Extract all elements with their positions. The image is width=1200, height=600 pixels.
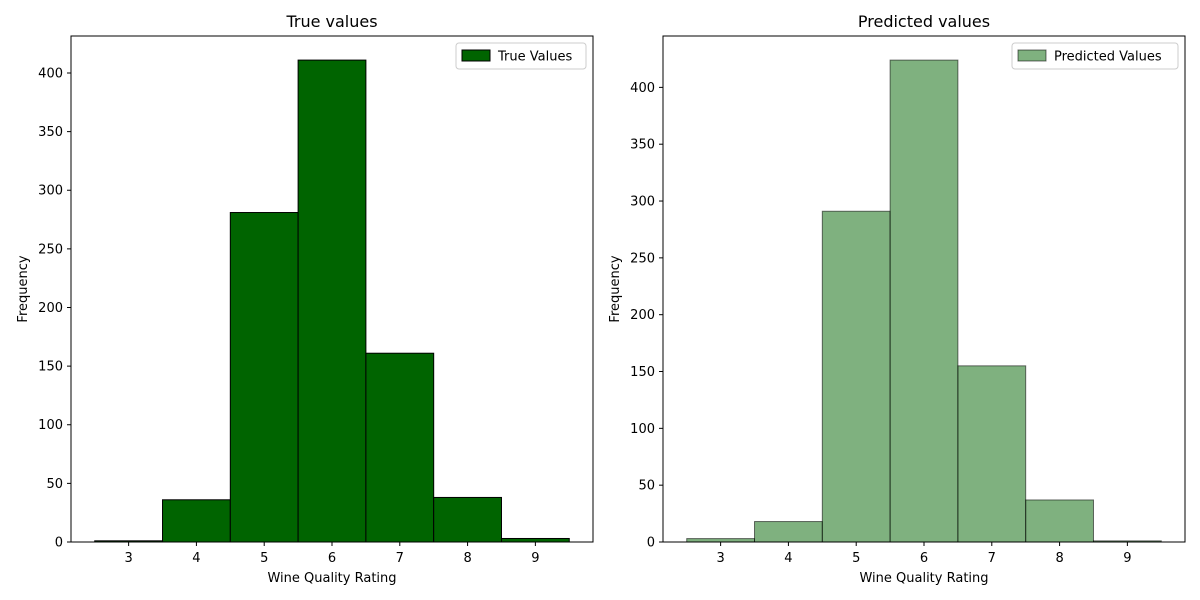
- legend-label: True Values: [497, 50, 572, 65]
- bar-6: [297, 59, 367, 543]
- y-tick-label: 150: [630, 365, 655, 380]
- bars: [94, 59, 570, 543]
- legend-box: [1011, 42, 1179, 70]
- bar-5: [229, 212, 299, 543]
- x-tick-label: 4: [192, 551, 200, 566]
- y-tick-label: 0: [647, 536, 655, 551]
- x-tick-label: 3: [716, 551, 724, 566]
- y-tick-label: 300: [38, 184, 63, 199]
- x-tick-label: 8: [1055, 551, 1063, 566]
- y-tick-label: 350: [38, 125, 63, 140]
- y-tick-label: 250: [630, 251, 655, 266]
- legend-label: Predicted Values: [1054, 50, 1162, 65]
- x-tick-label: 9: [531, 551, 539, 566]
- bar-9: [500, 537, 570, 543]
- y-axis-label: Frequency: [608, 255, 623, 322]
- y-tick-label: 100: [38, 418, 63, 433]
- y-tick-label: 50: [46, 477, 63, 492]
- x-tick-label: 9: [1123, 551, 1131, 566]
- y-tick-label: 300: [630, 195, 655, 210]
- x-tick-label: 5: [260, 551, 268, 566]
- x-tick-label: 7: [396, 551, 404, 566]
- y-axis-label: Frequency: [16, 255, 31, 322]
- true-values-panel: True values Wine Quality Rating Frequenc…: [16, 12, 594, 586]
- y-tick-label: 50: [638, 479, 655, 494]
- x-tick-label: 4: [784, 551, 792, 566]
- legend: True Values: [455, 42, 587, 70]
- bar-6: [889, 59, 959, 543]
- x-axis-label: Wine Quality Rating: [267, 571, 396, 586]
- bar-8: [433, 496, 502, 543]
- y-tick-label: 350: [630, 138, 655, 153]
- x-tick-label: 8: [463, 551, 471, 566]
- y-tick-label: 200: [630, 308, 655, 323]
- bar-4: [162, 499, 231, 543]
- bar-8: [1025, 499, 1094, 543]
- y-tick-label: 400: [630, 81, 655, 96]
- chart-title: Predicted values: [858, 12, 990, 31]
- bar-7: [957, 365, 1027, 543]
- x-tick-label: 7: [988, 551, 996, 566]
- x-tick-label: 6: [920, 551, 928, 566]
- bars: [686, 59, 1162, 543]
- legend: Predicted Values: [1011, 42, 1179, 70]
- y-tick-label: 100: [630, 422, 655, 437]
- y-tick-label: 400: [38, 66, 63, 81]
- x-tick-label: 5: [852, 551, 860, 566]
- bar-4: [754, 521, 823, 543]
- legend-swatch: [461, 49, 491, 62]
- chart-title: True values: [285, 12, 377, 31]
- bar-7: [365, 352, 435, 543]
- legend-swatch: [1017, 49, 1047, 62]
- bar-5: [821, 210, 891, 543]
- y-tick-label: 250: [38, 242, 63, 257]
- y-tick-label: 150: [38, 360, 63, 375]
- predicted-values-panel: Predicted values Wine Quality Rating Fre…: [608, 12, 1186, 586]
- y-tick-label: 200: [38, 301, 63, 316]
- x-axis-label: Wine Quality Rating: [859, 571, 988, 586]
- y-tick-label: 0: [55, 536, 63, 551]
- bar-3: [686, 538, 756, 543]
- x-tick-label: 3: [124, 551, 132, 566]
- x-tick-label: 6: [328, 551, 336, 566]
